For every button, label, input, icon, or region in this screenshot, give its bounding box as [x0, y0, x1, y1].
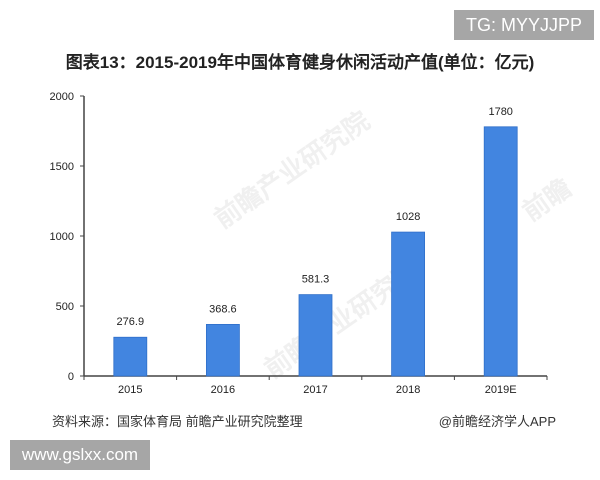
x-tick-label: 2015 [118, 384, 142, 396]
bar [391, 231, 426, 377]
data-source-note: 资料来源：国家体育局 前瞻产业研究院整理 [52, 414, 303, 429]
y-tick-label: 2000 [50, 91, 74, 103]
site-watermark-badge: www.gslxx.com [10, 440, 150, 470]
y-axis: 0 500 1000 1500 2000 [50, 91, 85, 383]
bar [113, 336, 148, 377]
bar-value-label: 276.9 [117, 316, 145, 328]
bar-value-label: 368.6 [209, 303, 237, 315]
bar-chart: 0 500 1000 1500 2000 2015 2016 2017 2018 2019E 2… [50, 91, 548, 396]
y-tick-label: 1500 [50, 161, 74, 173]
bar [298, 294, 333, 377]
credit-text: @前瞻经济学人APP [438, 414, 556, 429]
bar-value-label: 1028 [396, 211, 420, 223]
x-tick-label: 2016 [211, 384, 235, 396]
chart-title: 图表13：2015-2019年中国体育健身休闲活动产值(单位：亿元) [65, 53, 535, 72]
bar [205, 323, 240, 377]
y-tick-label: 1000 [50, 231, 74, 243]
y-tick-label: 500 [56, 301, 74, 313]
x-tick-label: 2018 [396, 384, 420, 396]
bar-series: 276.9 368.6 581.3 1028 1780 [113, 106, 518, 377]
y-tick-label: 0 [68, 371, 74, 383]
bar-value-label: 581.3 [302, 274, 330, 286]
x-tick-label: 2017 [303, 384, 327, 396]
bar-value-label: 1780 [488, 106, 512, 118]
x-axis: 2015 2016 2017 2018 2019E [83, 375, 548, 396]
x-tick-label: 2019E [485, 384, 517, 396]
tg-watermark-badge: TG: MYYJJPP [454, 10, 594, 40]
bar [483, 126, 518, 377]
